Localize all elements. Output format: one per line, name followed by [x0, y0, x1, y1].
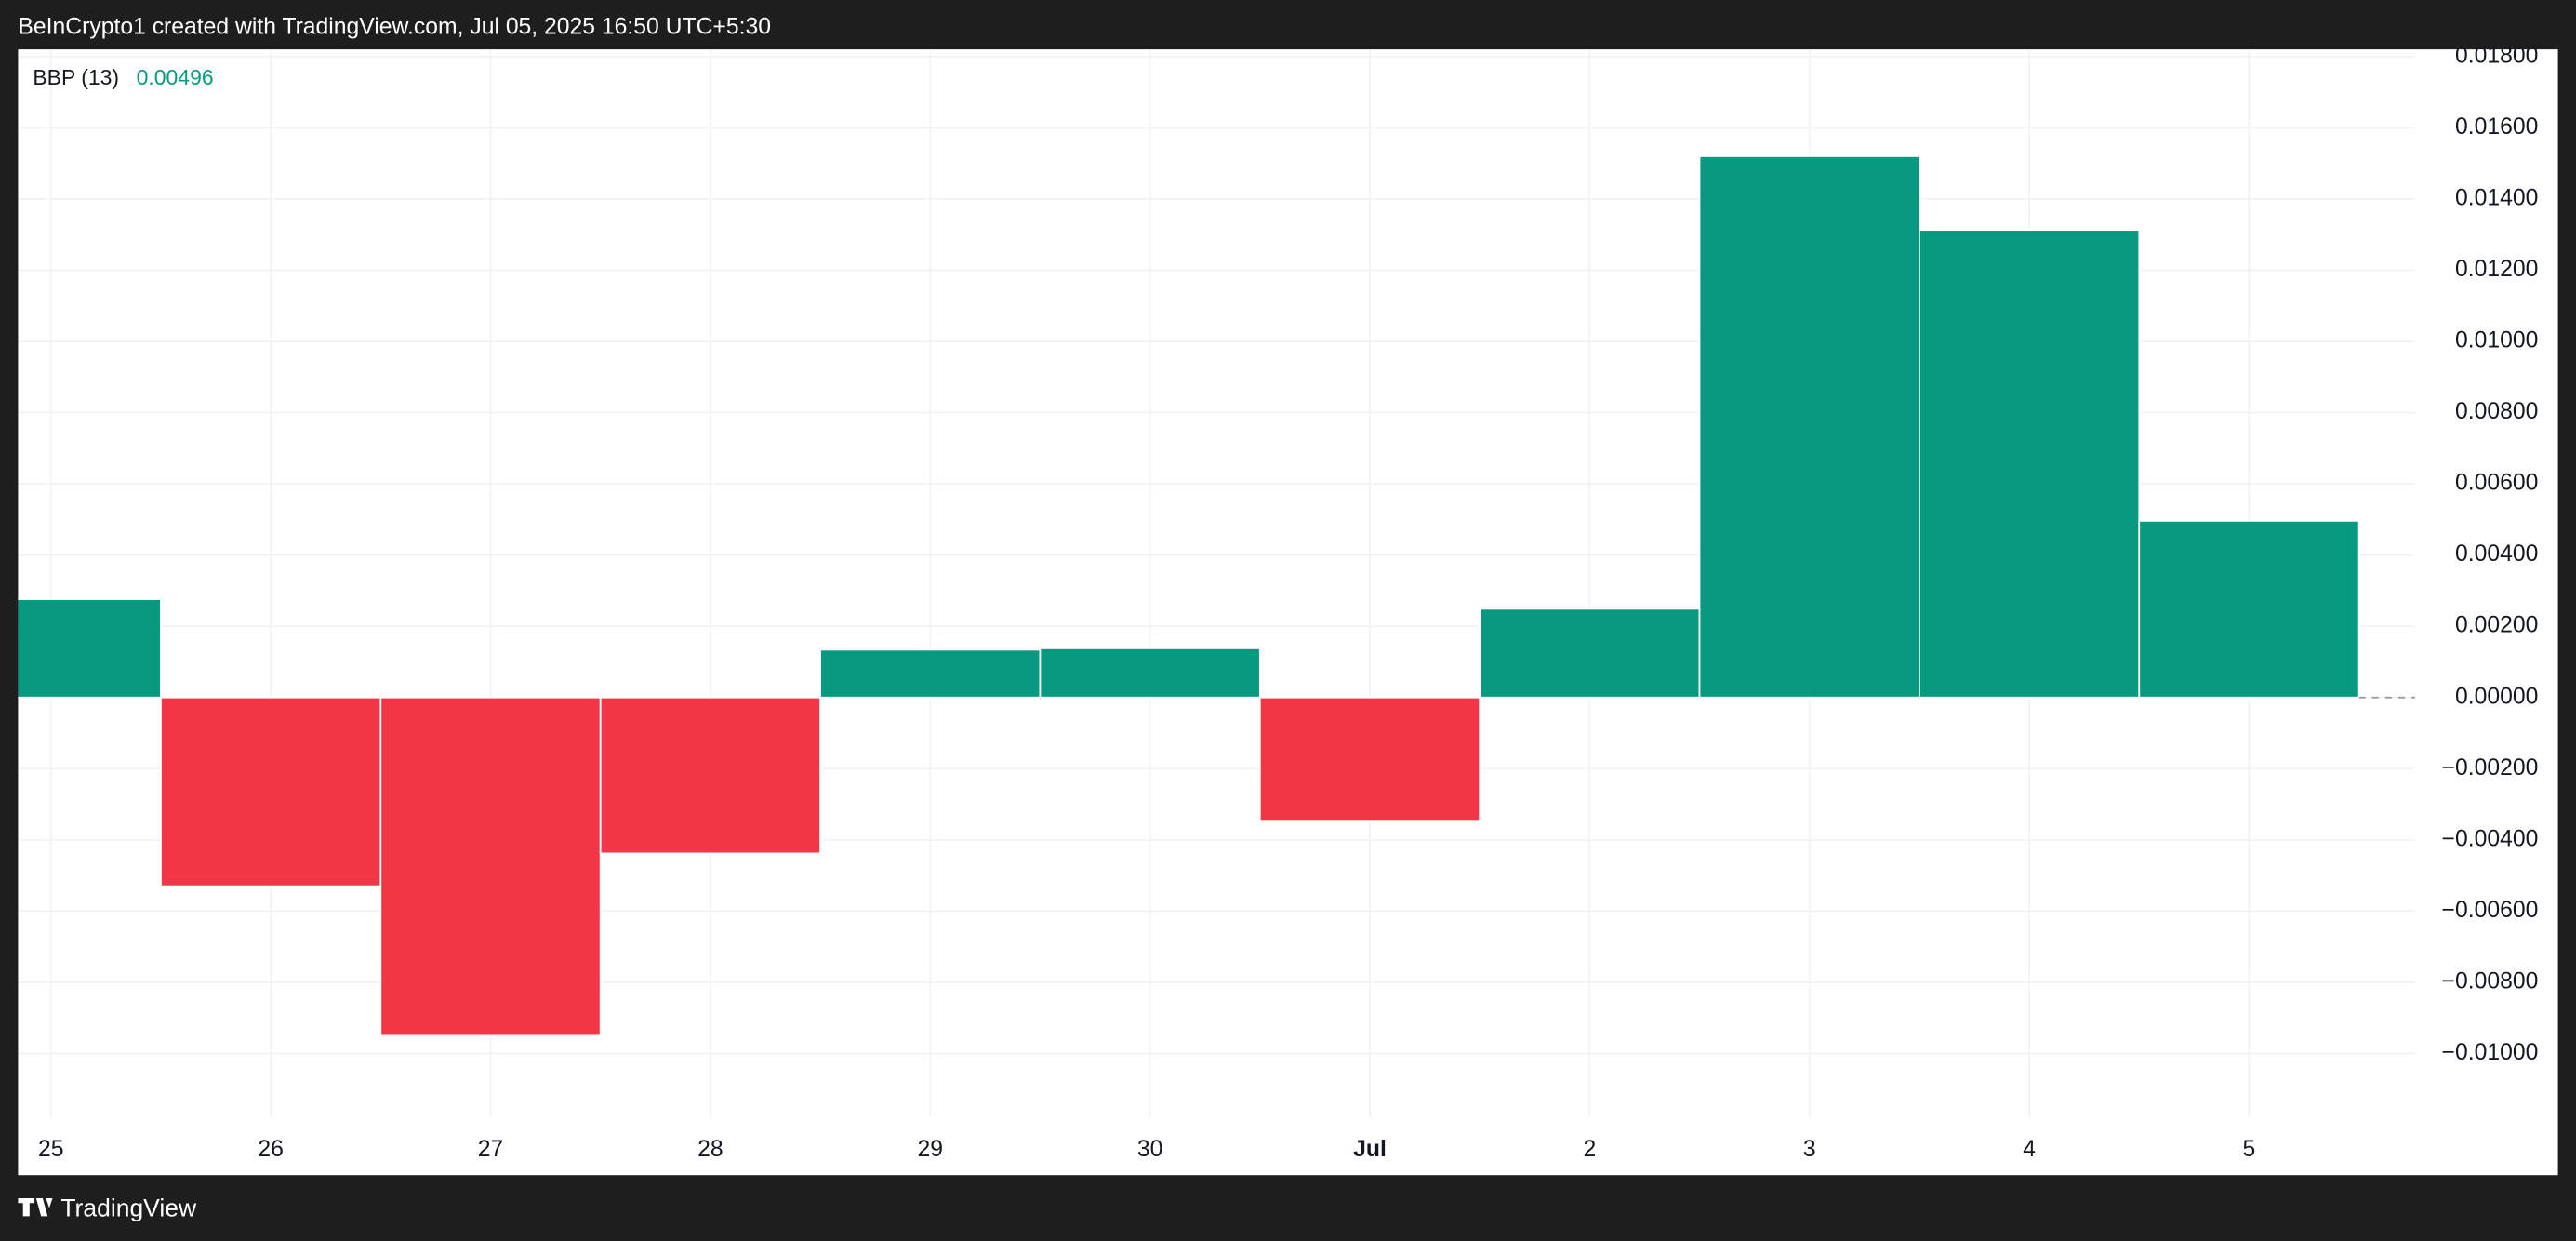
- y-tick-label: −0.01000: [2442, 1040, 2539, 1065]
- x-tick-label: 27: [478, 1137, 504, 1162]
- y-tick-label: 0.00400: [2455, 541, 2538, 567]
- y-tick-label: −0.00600: [2442, 898, 2539, 923]
- y-tick-label: 0.01600: [2455, 114, 2538, 140]
- x-tick-label: 3: [1803, 1137, 1816, 1162]
- bar: [1039, 647, 1261, 699]
- header-text: BeInCrypto1 created with TradingView.com…: [18, 15, 771, 40]
- tradingview-logo: [18, 1197, 53, 1217]
- y-tick-label: 0.00200: [2455, 613, 2538, 638]
- bar: [18, 598, 162, 699]
- x-tick-label: 25: [38, 1137, 64, 1162]
- plot: [18, 49, 2415, 1118]
- x-tick-label: 4: [2023, 1137, 2036, 1162]
- y-tick-label: 0.01200: [2455, 257, 2538, 282]
- bar: [2138, 520, 2360, 699]
- x-tick-label: 28: [697, 1137, 723, 1162]
- bar: [1258, 696, 1481, 822]
- x-tick-label: 29: [917, 1137, 942, 1162]
- y-tick-label: −0.00800: [2442, 968, 2539, 994]
- bar: [160, 696, 382, 887]
- x-tick-label: 30: [1137, 1137, 1163, 1162]
- y-tick-label: 0.01000: [2455, 328, 2538, 354]
- bar: [1698, 155, 1920, 699]
- y-tick-label: 0.00000: [2455, 684, 2538, 709]
- bar: [819, 648, 1042, 699]
- y-tick-label: 0.00600: [2455, 471, 2538, 496]
- x-tick-label: Jul: [1353, 1137, 1387, 1162]
- x-tick-label: 2: [1583, 1137, 1596, 1162]
- y-tick-label: 0.00800: [2455, 399, 2538, 424]
- legend-value: 0.00496: [137, 65, 214, 89]
- y-tick-label: 0.01400: [2455, 185, 2538, 210]
- bar: [1479, 607, 1701, 699]
- y-tick-label: 0.01800: [2455, 43, 2538, 68]
- y-tick-label: −0.00200: [2442, 755, 2539, 781]
- x-tick-label: 26: [258, 1137, 284, 1162]
- bar: [599, 696, 821, 855]
- bar: [379, 696, 602, 1037]
- footer-text: TradingView: [60, 1194, 197, 1221]
- legend-name: BBP (13): [33, 65, 119, 89]
- y-tick-label: −0.00400: [2442, 826, 2539, 851]
- x-tick-label: 5: [2243, 1137, 2256, 1162]
- bar: [1919, 229, 2141, 699]
